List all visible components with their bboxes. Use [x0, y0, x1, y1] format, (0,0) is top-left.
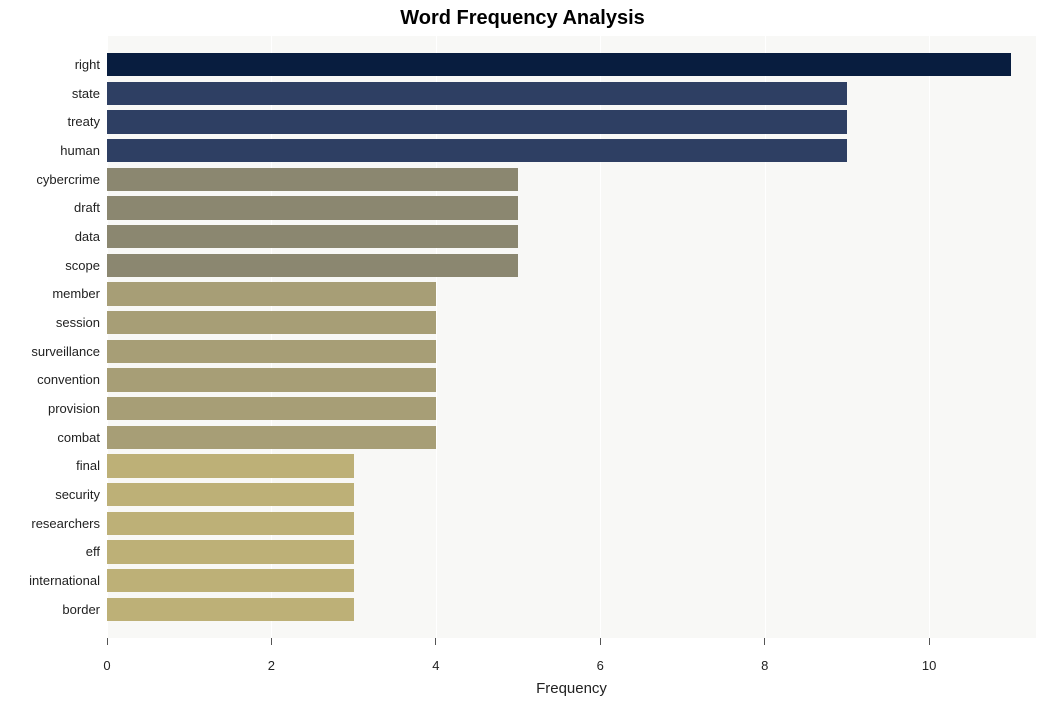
y-category-label: draft	[0, 200, 100, 215]
y-category-label: cybercrime	[0, 172, 100, 187]
bar	[107, 454, 354, 478]
plot-area	[107, 36, 1036, 638]
x-tick-mark	[107, 638, 108, 645]
y-category-label: international	[0, 573, 100, 588]
bar	[107, 569, 354, 593]
bar	[107, 196, 518, 220]
bar	[107, 512, 354, 536]
y-category-label: session	[0, 315, 100, 330]
bar	[107, 368, 436, 392]
y-category-label: researchers	[0, 516, 100, 531]
grid-line	[929, 36, 930, 638]
x-tick-mark	[271, 638, 272, 645]
y-category-label: state	[0, 86, 100, 101]
chart-title: Word Frequency Analysis	[0, 7, 1045, 30]
word-frequency-chart: Word Frequency Analysis Frequency 0 2 4 6 8 1…	[0, 0, 1045, 701]
bar	[107, 540, 354, 564]
bar	[107, 598, 354, 622]
y-category-label: final	[0, 458, 100, 473]
bar	[107, 282, 436, 306]
bar	[107, 340, 436, 364]
bar	[107, 53, 1011, 77]
bar	[107, 110, 847, 134]
y-category-label: surveillance	[0, 344, 100, 359]
y-category-label: treaty	[0, 114, 100, 129]
bar	[107, 225, 518, 249]
x-tick-label: 4	[416, 658, 456, 673]
y-category-label: security	[0, 487, 100, 502]
bar	[107, 397, 436, 421]
y-category-label: eff	[0, 544, 100, 559]
y-category-label: right	[0, 57, 100, 72]
bar	[107, 254, 518, 278]
bar	[107, 139, 847, 163]
x-tick-mark	[600, 638, 601, 645]
y-category-label: convention	[0, 372, 100, 387]
y-category-label: combat	[0, 430, 100, 445]
y-category-label: scope	[0, 258, 100, 273]
x-tick-label: 2	[251, 658, 291, 673]
y-category-label: member	[0, 286, 100, 301]
bar	[107, 82, 847, 106]
y-category-label: human	[0, 143, 100, 158]
bar	[107, 168, 518, 192]
x-tick-label: 8	[745, 658, 785, 673]
x-tick-label: 6	[580, 658, 620, 673]
bar	[107, 426, 436, 450]
bar	[107, 483, 354, 507]
y-category-label: provision	[0, 401, 100, 416]
x-tick-mark	[929, 638, 930, 645]
y-category-label: data	[0, 229, 100, 244]
x-tick-mark	[435, 638, 436, 645]
bar	[107, 311, 436, 335]
y-category-label: border	[0, 602, 100, 617]
x-tick-mark	[764, 638, 765, 645]
x-tick-label: 0	[87, 658, 127, 673]
x-tick-label: 10	[909, 658, 949, 673]
x-axis-title: Frequency	[107, 680, 1036, 697]
